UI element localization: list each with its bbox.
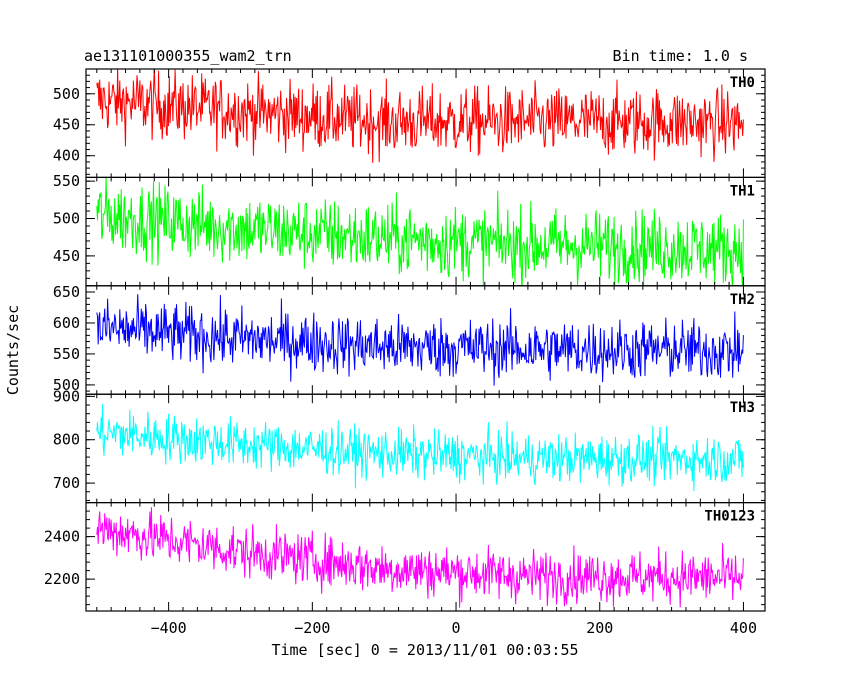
panel-th1: 450 500 550 TH1 [53, 172, 766, 287]
series-line-th1 [96, 177, 744, 286]
panel-name-label: TH1 [730, 183, 755, 199]
y-tick-label: 700 [53, 474, 80, 492]
y-tick-label: 600 [53, 314, 80, 332]
panel-th3: 700 800 900 TH3 [53, 387, 766, 504]
y-axis-label: Counts/sec [4, 305, 22, 395]
series-line-th0 [96, 69, 744, 163]
y-tick-label: 500 [53, 85, 80, 103]
panel-group: 400 450 500 TH0 450 500 550 TH1 500 550 600 650 TH2 7… [44, 68, 766, 637]
x-tick-label: −200 [294, 619, 330, 637]
panel-frame [85, 502, 766, 612]
x-tick-label: 0 [452, 619, 461, 637]
bin-time-label: Bin time: 1.0 s [613, 47, 748, 65]
panel-th0123: 2200 2400 TH0123 [44, 502, 766, 612]
chart-title: ae131101000355_wam2_trn [84, 47, 292, 65]
y-tick-label: 800 [53, 431, 80, 449]
y-tick-label: 500 [53, 376, 80, 394]
x-tick-label: −400 [151, 619, 187, 637]
series-line-th0123 [96, 507, 744, 608]
x-tick-label: 400 [730, 619, 757, 637]
y-tick-label: 450 [53, 247, 80, 265]
x-tick-label: 200 [586, 619, 613, 637]
panel-name-label: TH0 [730, 75, 755, 91]
y-tick-label: 450 [53, 116, 80, 134]
y-tick-label: 2200 [44, 570, 80, 588]
panel-name-label: TH0123 [704, 509, 755, 525]
series-line-th2 [96, 294, 744, 386]
panel-name-label: TH3 [730, 400, 755, 416]
series-line-th3 [96, 403, 744, 492]
y-tick-label: 550 [53, 345, 80, 363]
panel-th2: 500 550 600 650 TH2 [53, 283, 766, 395]
y-tick-label: 650 [53, 283, 80, 301]
y-tick-label: 500 [53, 210, 80, 228]
y-tick-label: 2400 [44, 528, 80, 546]
y-tick-label: 400 [53, 147, 80, 165]
panel-th0: 400 450 500 TH0 [53, 68, 766, 179]
y-tick-label: 900 [53, 387, 80, 405]
panel-name-label: TH2 [730, 292, 755, 308]
x-axis-label: Time [sec] 0 = 2013/11/01 00:03:55 [271, 641, 578, 659]
y-tick-label: 550 [53, 172, 80, 190]
